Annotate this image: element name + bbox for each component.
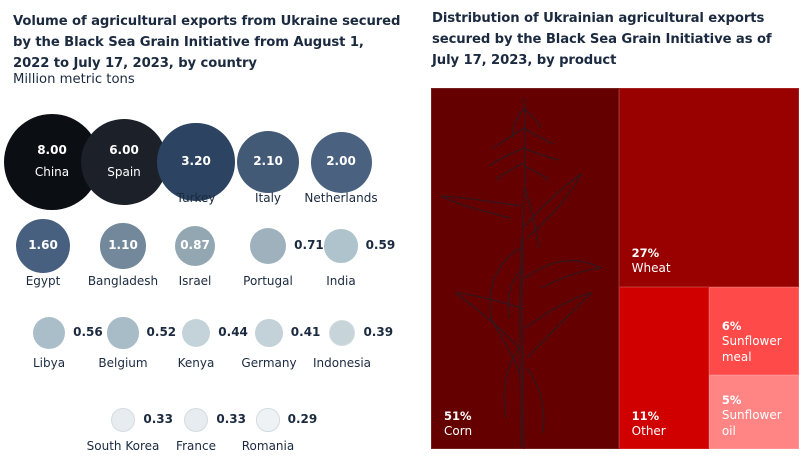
bubble-value-label: 0.29 xyxy=(287,412,318,426)
bubble-value-label: 8.00 xyxy=(37,143,67,157)
bubble-value-label: 0.33 xyxy=(216,412,246,426)
bubble-turkey xyxy=(157,123,235,201)
bubble-country-label: China xyxy=(34,165,70,179)
treemap-product-label: Sunflower meal xyxy=(721,334,782,364)
bubble-country-label: France xyxy=(176,439,216,453)
bubble-value-label: 1.60 xyxy=(28,238,58,252)
bubble-value-label: 3.20 xyxy=(181,154,211,168)
treemap-rect-other xyxy=(618,286,709,449)
treemap-product-label: Corn xyxy=(444,423,473,438)
treemap-chart-title: Distribution of Ukrainian agricultural e… xyxy=(432,11,772,68)
bubble-south-korea xyxy=(110,407,136,433)
bubble-country-label: Italy xyxy=(254,191,282,205)
treemap-percent-label: 11% xyxy=(631,408,660,423)
treemap-percent-label: 27% xyxy=(631,246,660,261)
treemap-product-label: Sunflower oil xyxy=(721,408,782,438)
treemap-percent-label: 6% xyxy=(721,319,742,334)
bubble-country-label: Libya xyxy=(32,356,66,370)
bubble-country-label: Bangladesh xyxy=(87,274,159,288)
bubble-value-label: 0.56 xyxy=(73,325,103,339)
bubble-country-label: Kenya xyxy=(177,356,215,370)
bubble-country-label: Romania xyxy=(241,439,295,453)
bubble-chart-subtitle: Million metric tons xyxy=(13,72,135,87)
treemap-rect-wheat xyxy=(618,88,799,287)
bubble-country-label: Indonesia xyxy=(312,356,372,370)
bubble-value-label: 1.10 xyxy=(108,238,138,252)
bubble-country-label: Germany xyxy=(241,356,297,370)
bubble-israel xyxy=(174,225,216,267)
bubble-italy xyxy=(236,130,300,194)
bubble-country-label: Spain xyxy=(107,165,141,179)
bubble-value-label: 2.00 xyxy=(326,154,356,168)
bubble-romania xyxy=(256,408,280,432)
bubble-germany xyxy=(255,319,283,347)
bubble-indonesia xyxy=(328,319,356,347)
bubble-country-label: Israel xyxy=(178,274,212,288)
bubble-value-label: 0.52 xyxy=(146,325,177,339)
bubble-bangladesh xyxy=(100,223,146,269)
treemap-percent-label: 5% xyxy=(721,393,742,407)
bubble-value-label: 0.71 xyxy=(294,238,324,252)
bubble-value-label: 0.87 xyxy=(180,238,210,252)
bubble-libya xyxy=(32,316,66,350)
bubble-value-label: 0.59 xyxy=(365,238,396,252)
bubble-country-label: Netherlands xyxy=(304,191,378,205)
treemap-rect-corn xyxy=(431,88,619,449)
bubble-value-label: 2.10 xyxy=(253,154,283,168)
treemap-rect-sunflower-meal xyxy=(708,286,799,376)
bubble-chart-title: Volume of agricultural exports from Ukra… xyxy=(13,14,401,71)
bubble-value-label: 6.00 xyxy=(109,143,139,157)
treemap-product-label: Wheat xyxy=(631,261,671,276)
treemap-percent-label: 51% xyxy=(444,408,472,423)
treemap-product-label: Other xyxy=(631,423,666,438)
bubble-egypt xyxy=(15,218,71,274)
bubble-kenya xyxy=(181,318,211,348)
bubble-country-label: Turkey xyxy=(176,191,216,205)
bubble-value-label: 0.33 xyxy=(143,412,173,426)
bubble-country-label: India xyxy=(326,274,356,288)
bubble-india xyxy=(324,229,358,263)
treemap-rect-sunflower-oil xyxy=(708,375,799,449)
bubble-value-label: 0.44 xyxy=(218,325,248,339)
bubble-country-label: Egypt xyxy=(25,274,61,288)
bubble-country-label: Belgium xyxy=(98,356,148,370)
bubble-value-label: 0.39 xyxy=(363,325,394,339)
bubble-portugal xyxy=(249,227,287,265)
bubble-spain xyxy=(81,119,167,205)
bubble-country-label: South Korea xyxy=(86,439,160,453)
bubble-country-label: Portugal xyxy=(243,274,293,288)
bubble-france xyxy=(183,407,209,433)
bubble-netherlands xyxy=(310,131,372,193)
bubble-value-label: 0.41 xyxy=(290,325,321,339)
bubble-belgium xyxy=(107,317,139,349)
